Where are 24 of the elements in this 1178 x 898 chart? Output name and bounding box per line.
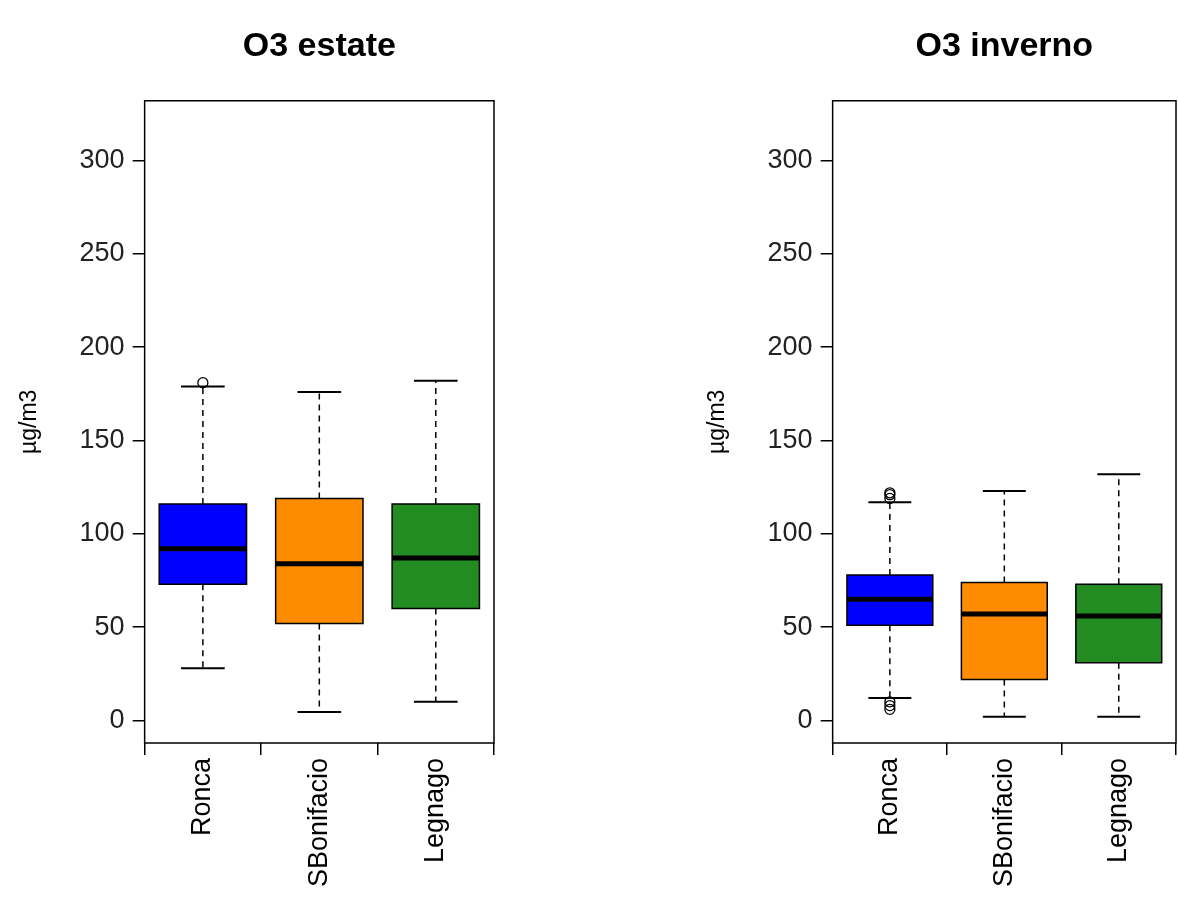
x-tick-label: Legnago [419, 757, 450, 864]
x-tick-label: Ronca [873, 756, 904, 836]
y-tick-label: 150 [79, 423, 125, 454]
y-tick-label: 50 [782, 610, 813, 641]
chart-title: O3 estate [242, 24, 396, 63]
chart-title: O3 inverno [915, 24, 1094, 63]
y-tick-label: 150 [767, 423, 813, 454]
y-tick-label: 300 [767, 143, 813, 174]
x-tick-label: Ronca [186, 756, 217, 836]
x-tick-label: SBonifacio [302, 757, 333, 888]
y-tick-label: 200 [79, 330, 125, 361]
y-tick-label: 100 [767, 517, 813, 548]
y-axis-title: µg/m3 [15, 389, 42, 455]
x-tick-label: SBonifacio [987, 757, 1018, 888]
x-tick-label: Legnago [1102, 757, 1133, 864]
y-tick-label: 300 [79, 143, 125, 174]
y-axis-title: µg/m3 [703, 389, 730, 455]
y-tick-label: 250 [79, 237, 125, 268]
y-tick-label: 250 [767, 237, 813, 268]
y-tick-label: 50 [94, 610, 125, 641]
y-tick-label: 100 [79, 517, 125, 548]
y-tick-label: 200 [767, 330, 813, 361]
y-tick-label: 0 [109, 703, 125, 734]
y-tick-label: 0 [797, 703, 813, 734]
